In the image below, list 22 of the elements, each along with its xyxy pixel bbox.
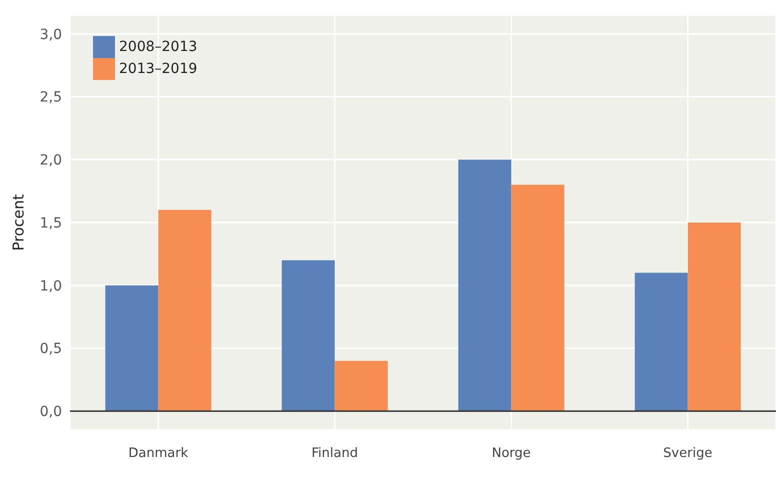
bar	[511, 184, 564, 412]
y-tick-label: 3,0	[40, 26, 62, 43]
legend-label: 2008–2013	[119, 38, 198, 55]
y-tick-label: 2,0	[40, 152, 62, 169]
legend-label: 2013–2019	[119, 60, 198, 77]
x-tick-label: Danmark	[128, 446, 189, 462]
y-axis-title: Procent	[9, 194, 28, 251]
bar	[634, 272, 688, 412]
bar	[158, 210, 212, 412]
y-tick-label: 2,5	[40, 90, 62, 106]
bar	[282, 260, 335, 412]
x-tick-label: Norge	[492, 446, 531, 462]
x-tick-label: Finland	[312, 446, 358, 462]
x-tick-label: Sverige	[663, 446, 712, 462]
y-tick-label: 1,0	[40, 278, 62, 294]
bar	[334, 360, 388, 412]
bar	[105, 285, 158, 412]
bar	[458, 160, 512, 412]
y-tick-label: 0,5	[40, 341, 62, 358]
bar	[688, 222, 741, 412]
y-tick-label: 1,5	[40, 215, 62, 232]
y-tick-label: 0,0	[40, 404, 62, 420]
